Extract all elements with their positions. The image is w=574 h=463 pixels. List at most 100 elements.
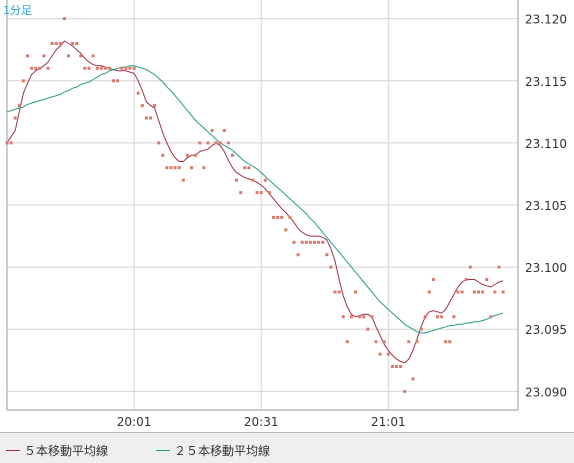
grid-lines (7, 0, 518, 410)
price-dot (214, 141, 218, 145)
price-dot (149, 116, 152, 120)
price-dot (358, 315, 362, 319)
price-dot (431, 278, 435, 281)
price-dot (218, 141, 222, 145)
price-dot (144, 116, 148, 120)
price-dot (390, 365, 394, 368)
price-dot (140, 104, 144, 108)
price-dot (120, 66, 124, 70)
plot-background (0, 0, 574, 432)
price-dot (87, 66, 91, 70)
price-dot (345, 340, 349, 344)
price-dot (489, 315, 493, 319)
price-dot (75, 42, 79, 45)
price-dot (415, 340, 419, 344)
price-dot (284, 228, 288, 232)
price-dot (304, 240, 308, 244)
price-dot (50, 42, 54, 45)
price-dot (38, 66, 42, 70)
price-dot (222, 129, 226, 132)
price-dot (272, 215, 275, 219)
price-dot (42, 54, 46, 58)
price-dot (333, 290, 337, 294)
price-dot (423, 315, 427, 319)
price-dot (378, 352, 382, 356)
x-tick-label: 20:31 (244, 415, 279, 429)
price-dot (67, 54, 70, 58)
price-dot (206, 141, 210, 145)
legend-swatch-ma25 (156, 450, 170, 451)
price-dot (444, 340, 448, 344)
price-dot (292, 240, 296, 244)
price-dot (407, 340, 411, 344)
price-dot (99, 66, 103, 70)
price-dot (382, 340, 386, 344)
price-dot (169, 166, 173, 170)
price-dot (210, 129, 214, 132)
price-dot (226, 141, 230, 145)
price-dot (95, 66, 99, 70)
price-dot (337, 290, 341, 294)
price-dot (91, 54, 95, 58)
price-dot (34, 66, 38, 70)
price-dot (30, 66, 34, 70)
price-dot (411, 377, 415, 381)
price-dot (46, 66, 50, 70)
price-dot (456, 290, 460, 294)
price-dot (341, 315, 345, 319)
price-dot (477, 290, 480, 294)
price-dot (173, 166, 177, 170)
price-dot (313, 240, 316, 244)
price-dot (362, 315, 366, 319)
price-dot (501, 290, 505, 294)
price-dot (202, 166, 206, 170)
price-dot (181, 178, 185, 182)
price-dot (103, 66, 107, 70)
price-dot (62, 17, 66, 21)
price-dot (247, 166, 251, 170)
x-tick-label: 21:01 (371, 415, 406, 429)
price-dot (243, 166, 247, 170)
price-dot (136, 91, 140, 95)
price-dot (370, 315, 374, 319)
x-tick-label: 20:01 (117, 415, 152, 429)
price-dot (308, 240, 312, 244)
price-dot (267, 191, 271, 195)
legend-item-ma25: ２５本移動平均線 (156, 442, 270, 459)
legend-swatch-ma5 (6, 450, 20, 451)
price-dot (460, 290, 464, 294)
price-dot (317, 240, 321, 244)
price-dot (83, 66, 87, 70)
price-dot (198, 141, 202, 145)
price-dot (366, 327, 370, 331)
price-dot (54, 42, 58, 45)
legend: ５本移動平均線 ２５本移動平均線 (0, 432, 574, 463)
axes (6, 0, 519, 411)
price-dot (325, 253, 329, 257)
price-dot (481, 290, 485, 294)
legend-item-ma5: ５本移動平均線 (6, 442, 108, 459)
price-dot (13, 116, 17, 120)
price-dot (165, 166, 169, 170)
tick-labels: 23.120 23.115 23.110 23.105 23.100 23.095 23.0… (117, 13, 567, 429)
price-dot (440, 315, 444, 319)
price-dot (112, 79, 116, 83)
price-dot (255, 191, 259, 195)
price-dot (468, 265, 472, 269)
y-tick-label: 23.120 (525, 13, 567, 27)
price-dot (386, 352, 390, 356)
price-dot (79, 54, 83, 58)
price-chart: 23.120 23.115 23.110 23.105 23.100 23.095 23.0… (0, 0, 574, 432)
y-tick-label: 23.090 (525, 385, 567, 399)
price-dot (497, 265, 501, 269)
y-tick-label: 23.105 (525, 199, 567, 213)
price-dot (374, 340, 378, 344)
price-dot (58, 42, 62, 45)
price-dot (288, 215, 292, 219)
price-dot (485, 278, 489, 281)
y-tick-label: 23.100 (525, 261, 567, 275)
price-dot (395, 365, 398, 368)
legend-label-ma25: ２５本移動平均線 (174, 444, 271, 458)
legend-label-ma5: ５本移動平均線 (24, 444, 109, 458)
